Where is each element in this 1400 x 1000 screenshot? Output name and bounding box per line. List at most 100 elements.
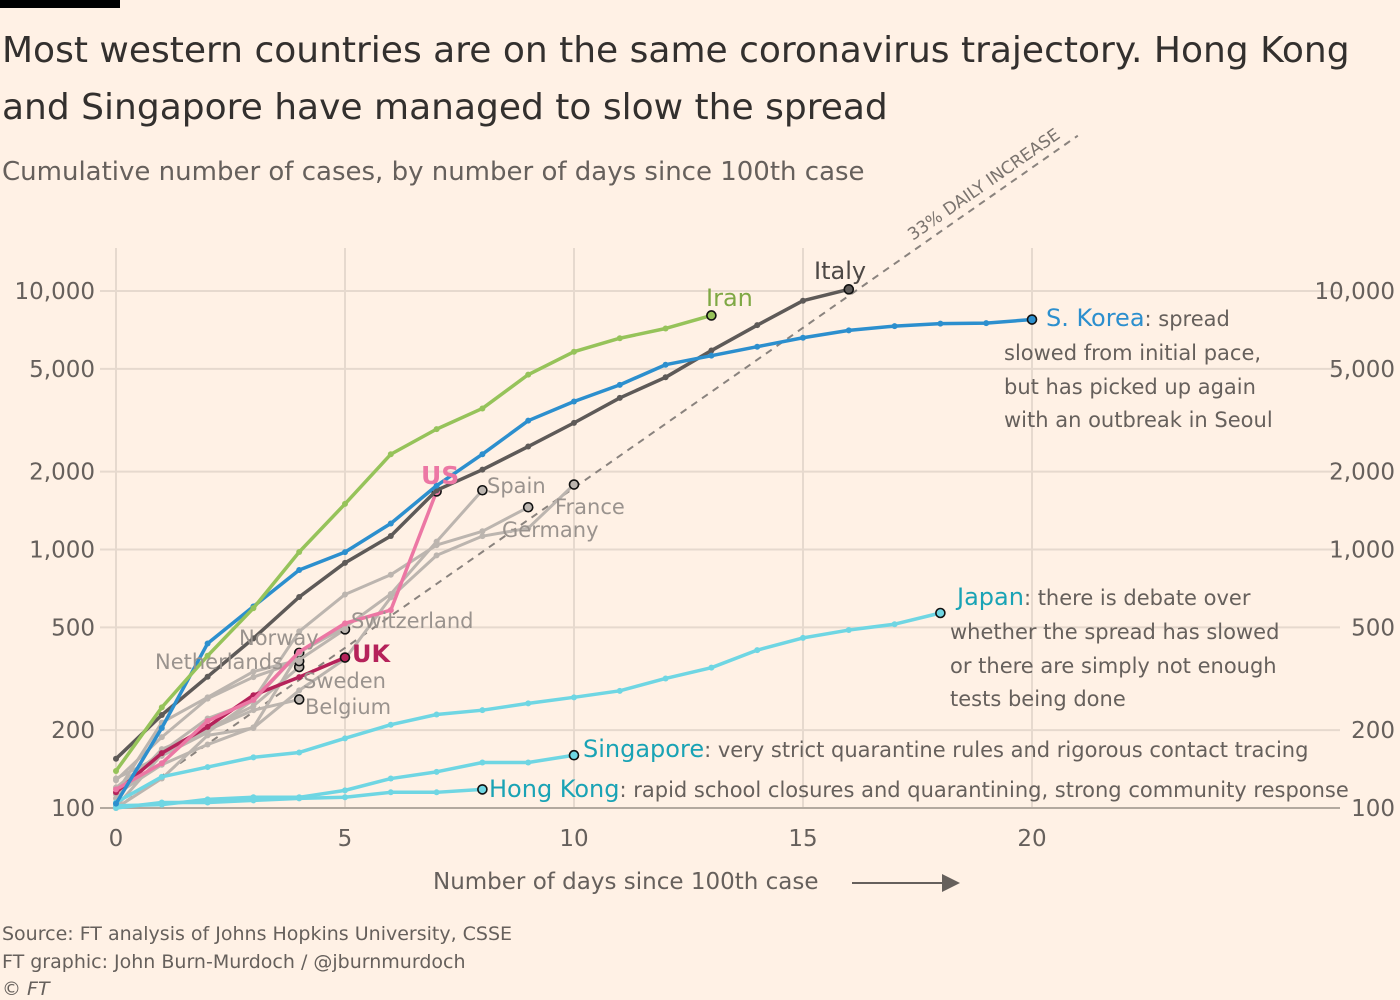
end-point xyxy=(568,479,580,490)
end-point xyxy=(843,284,855,295)
y-tick-label: 100 xyxy=(1351,796,1395,822)
data-point xyxy=(296,749,303,756)
annotation-country: Singapore xyxy=(583,735,704,763)
data-point xyxy=(387,721,394,728)
y-tick-label: 2,000 xyxy=(1329,460,1395,486)
label-us: US xyxy=(421,461,459,490)
reference-line-label: 33% DAILY INCREASE xyxy=(904,125,1064,245)
data-point xyxy=(158,704,165,711)
data-point xyxy=(433,552,440,559)
data-point xyxy=(616,381,623,388)
data-point xyxy=(250,668,257,675)
data-point xyxy=(845,627,852,634)
data-point xyxy=(708,347,715,354)
data-point xyxy=(800,634,806,641)
data-point xyxy=(800,334,806,341)
data-point xyxy=(342,794,348,801)
data-point xyxy=(342,549,348,556)
data-point xyxy=(250,605,257,612)
end-point xyxy=(706,310,717,321)
data-point xyxy=(296,567,303,574)
data-point xyxy=(571,694,577,701)
credit-note: FT graphic: John Burn-Murdoch / @jburnmu… xyxy=(2,951,466,973)
x-tick-label: 5 xyxy=(338,826,353,852)
data-point xyxy=(387,520,394,527)
annotation-text: slowed from initial pace, xyxy=(1004,341,1261,365)
y-tick-label: 100 xyxy=(51,796,95,822)
data-point xyxy=(616,335,623,342)
y-tick-label: 1,000 xyxy=(29,538,95,564)
data-point xyxy=(204,796,211,803)
data-point xyxy=(983,320,990,327)
data-point xyxy=(342,735,348,742)
x-tick-label: 15 xyxy=(788,826,817,852)
data-point xyxy=(525,443,532,450)
series-iran xyxy=(113,310,717,775)
y-tick-label: 2,000 xyxy=(29,460,95,486)
data-point xyxy=(296,656,303,663)
data-point xyxy=(296,548,303,555)
data-point xyxy=(342,787,348,794)
data-point xyxy=(250,794,257,801)
data-point xyxy=(525,371,532,378)
data-point xyxy=(479,759,486,766)
data-point xyxy=(479,405,486,412)
data-point xyxy=(479,466,486,473)
annotation-country: Hong Kong xyxy=(489,775,619,803)
data-point xyxy=(571,419,577,426)
annotation-text: but has picked up again xyxy=(1004,375,1256,399)
y-tick-label: 10,000 xyxy=(1315,279,1395,305)
annotation-text: : very strict quarantine rules and rigor… xyxy=(704,738,1308,762)
label-italy: Italy xyxy=(814,257,866,285)
series-line xyxy=(115,490,439,791)
data-point xyxy=(113,775,119,782)
data-point xyxy=(708,352,715,359)
data-point xyxy=(433,538,440,545)
data-point xyxy=(387,607,394,614)
data-point xyxy=(387,775,394,782)
end-point xyxy=(293,694,305,705)
source-note: Source: FT analysis of Johns Hopkins Uni… xyxy=(2,923,512,945)
data-point xyxy=(342,620,348,627)
arrow-right-icon xyxy=(852,874,960,892)
annotation-country: Japan xyxy=(955,583,1024,611)
annotation-country: S. Korea xyxy=(1046,304,1145,332)
data-point xyxy=(342,500,348,507)
end-point xyxy=(568,749,580,761)
data-point xyxy=(158,773,165,780)
annotation-text: tests being done xyxy=(950,687,1126,711)
annotation-text: whether the spread has slowed xyxy=(950,620,1279,644)
data-point xyxy=(204,694,211,701)
data-point xyxy=(113,800,119,807)
data-point xyxy=(479,707,486,714)
label-germany: Germany xyxy=(502,518,599,542)
data-point xyxy=(204,718,211,725)
data-point xyxy=(296,794,303,801)
data-point xyxy=(616,687,623,694)
data-point xyxy=(387,532,394,539)
data-point xyxy=(662,675,669,682)
data-point xyxy=(479,533,486,540)
data-point xyxy=(250,635,257,642)
data-point xyxy=(387,571,394,578)
data-point xyxy=(479,528,486,535)
data-point xyxy=(158,750,165,757)
svg-text:Japan: there is debate over: Japan: there is debate over xyxy=(955,583,1251,611)
y-tick-label: 500 xyxy=(51,615,95,641)
data-point xyxy=(250,703,257,710)
data-point xyxy=(250,724,257,731)
x-tick-label: 10 xyxy=(559,826,588,852)
label-france: France xyxy=(555,495,625,519)
label-sweden: Sweden xyxy=(303,669,386,693)
annotation-text: : rapid school closures and quarantining… xyxy=(619,778,1348,802)
data-point xyxy=(433,768,440,775)
y-tick-label: 10,000 xyxy=(15,279,95,305)
data-point xyxy=(250,696,257,703)
label-norway: Norway xyxy=(239,626,319,650)
data-point xyxy=(204,764,211,771)
data-point xyxy=(387,451,394,458)
data-point xyxy=(158,711,165,718)
end-point xyxy=(477,484,488,496)
data-point xyxy=(891,323,898,330)
data-point xyxy=(204,723,211,730)
